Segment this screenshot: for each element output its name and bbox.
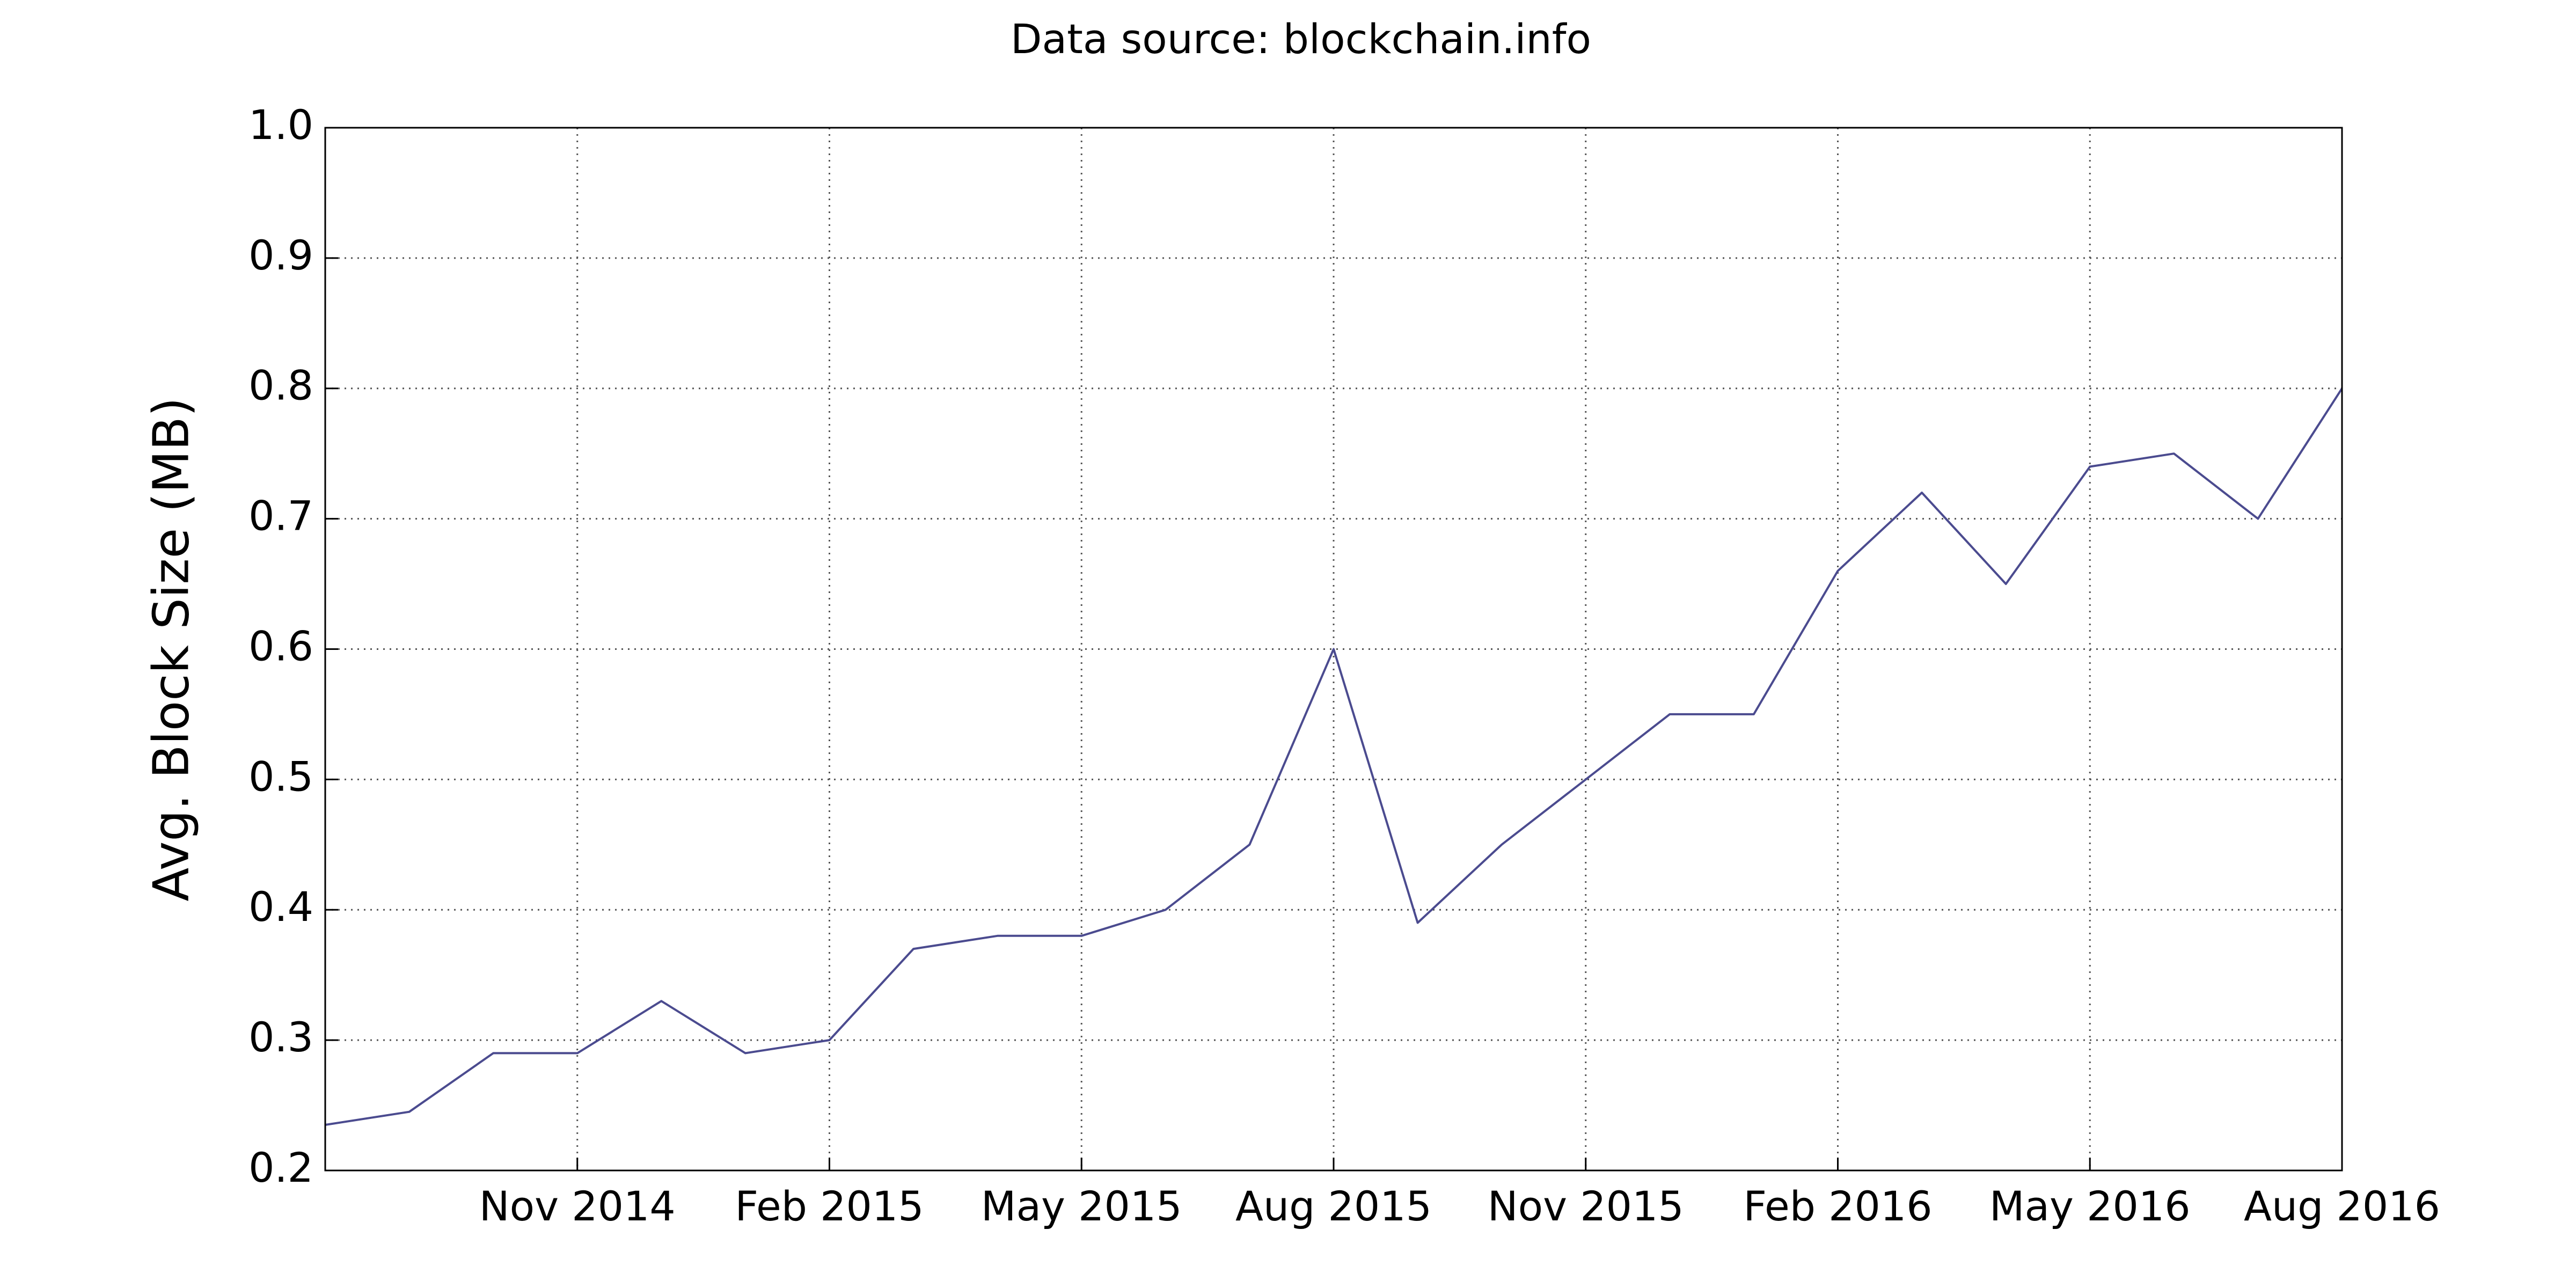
plot-frame — [324, 127, 2343, 1172]
y-tick-label: 0.7 — [248, 492, 313, 540]
y-tick-label: 0.8 — [248, 362, 313, 409]
x-tick-label: Nov 2014 — [479, 1182, 676, 1230]
x-tick-label: Feb 2016 — [1743, 1182, 1932, 1230]
x-tick-label: Nov 2015 — [1488, 1182, 1684, 1230]
chart-title: Data source: blockchain.info — [1011, 15, 1591, 63]
y-tick-label: 0.5 — [248, 752, 313, 800]
y-axis-label: Avg. Block Size (MB) — [142, 397, 200, 901]
x-tick-label: May 2016 — [1989, 1182, 2191, 1230]
x-tick-label: Aug 2015 — [1235, 1182, 1432, 1230]
y-tick-label: 0.2 — [248, 1144, 313, 1191]
data-line — [325, 387, 2343, 1126]
y-tick-label: 0.9 — [248, 231, 313, 279]
y-tick-label: 0.3 — [248, 1013, 313, 1061]
y-tick-label: 0.4 — [248, 883, 313, 931]
x-tick-label: May 2015 — [981, 1182, 1182, 1230]
y-tick-label: 1.0 — [248, 101, 313, 149]
x-tick-label: Feb 2015 — [735, 1182, 924, 1230]
y-tick-label: 0.6 — [248, 622, 313, 670]
x-tick-label: Aug 2016 — [2244, 1182, 2440, 1230]
